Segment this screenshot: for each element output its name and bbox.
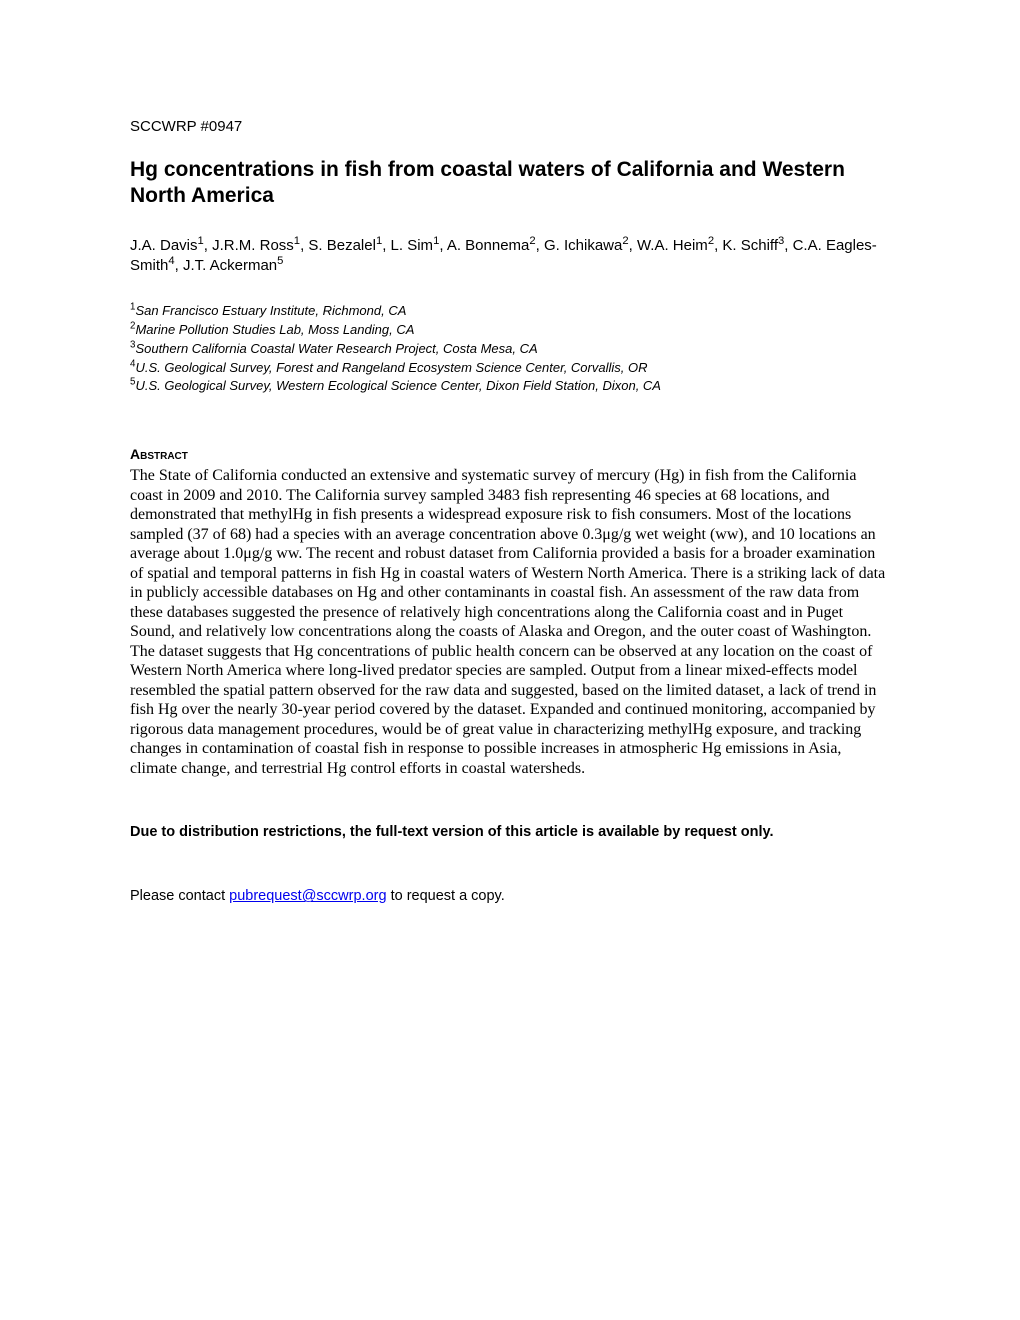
affiliation-item: 1San Francisco Estuary Institute, Richmo… <box>130 302 890 321</box>
contact-line: Please contact pubrequest@sccwrp.org to … <box>130 888 890 904</box>
affiliation-item: 5U.S. Geological Survey, Western Ecologi… <box>130 377 890 396</box>
author-list: J.A. Davis1, J.R.M. Ross1, S. Bezalel1, … <box>130 236 890 277</box>
document-page: SCCWRP #0947 Hg concentrations in fish f… <box>0 0 1020 1320</box>
affiliation-item: 2Marine Pollution Studies Lab, Moss Land… <box>130 321 890 340</box>
abstract-body: The State of California conducted an ext… <box>130 466 890 778</box>
contact-email-link[interactable]: pubrequest@sccwrp.org <box>229 888 386 904</box>
abstract-heading: Abstract <box>130 446 890 462</box>
affiliation-item: 3Southern California Coastal Water Resea… <box>130 340 890 359</box>
affiliation-item: 4U.S. Geological Survey, Forest and Rang… <box>130 359 890 378</box>
restriction-notice: Due to distribution restrictions, the fu… <box>130 824 890 840</box>
contact-prefix: Please contact <box>130 888 229 904</box>
affiliation-list: 1San Francisco Estuary Institute, Richmo… <box>130 302 890 396</box>
contact-suffix: to request a copy. <box>387 888 505 904</box>
document-id: SCCWRP #0947 <box>130 118 890 135</box>
paper-title: Hg concentrations in fish from coastal w… <box>130 157 890 210</box>
